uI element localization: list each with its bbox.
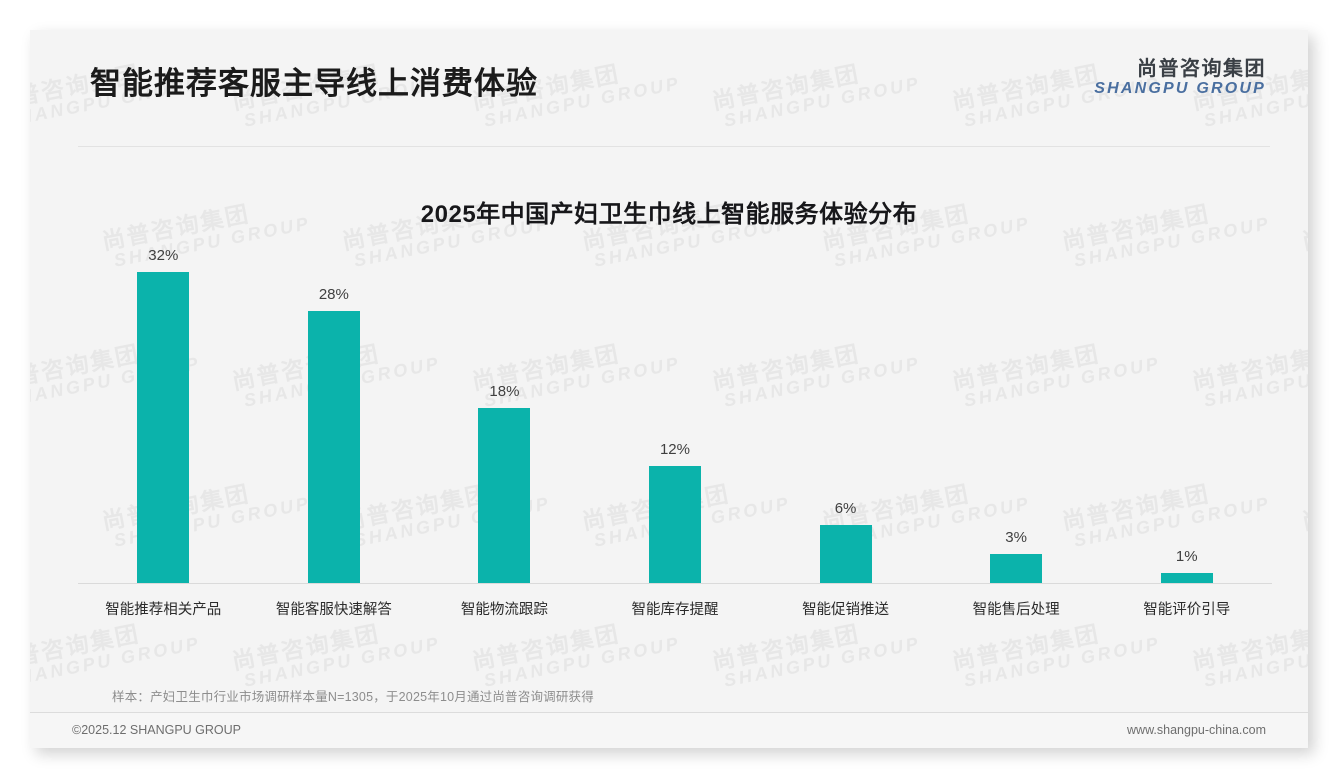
chart-title: 2025年中国产妇卫生巾线上智能服务体验分布: [420, 201, 918, 228]
bar-value-label: 1%: [1175, 548, 1198, 566]
bar-column: 28%: [249, 243, 420, 583]
bar[interactable]: [307, 311, 360, 583]
bar-value-label: 3%: [1005, 528, 1027, 546]
bar[interactable]: [990, 553, 1043, 583]
header-divider: [78, 146, 1270, 147]
bar-column: 1%: [1101, 243, 1272, 583]
x-axis-labels: 智能推荐相关产品 智能客服快速解答 智能物流跟踪 智能库存提醒 智能促销推送 智能售后处理…: [78, 584, 1272, 618]
slide-footer: ©2025.12 SHANGPU GROUP www.shangpu-china…: [30, 713, 1308, 748]
bar-value-label: 32%: [148, 247, 179, 265]
x-axis-category-label: 智能售后处理: [972, 602, 1060, 618]
x-axis-category-label: 智能促销推送: [802, 602, 890, 618]
x-axis-label-slot: 智能客服快速解答: [249, 584, 420, 618]
bar-column: 12%: [590, 243, 761, 583]
x-axis-label-slot: 智能库存提醒: [590, 584, 761, 618]
bar[interactable]: [819, 524, 872, 583]
x-axis-label-slot: 智能评价引导: [1101, 584, 1272, 618]
bar-chart-plot: 32% 28% 18% 12% 6% 3% 1%: [78, 244, 1272, 584]
slide-header: 智能推荐客服主导线上消费体验 尚普咨询集团 SHANGPU GROUP: [30, 30, 1308, 118]
x-axis-category-label: 智能推荐相关产品: [105, 602, 222, 618]
website-url: www.shangpu-china.com: [1127, 723, 1266, 737]
footer-divider: [30, 712, 1308, 713]
x-axis-line: [78, 583, 1272, 584]
x-axis-label-slot: 智能推荐相关产品: [78, 584, 249, 618]
x-axis-label-slot: 智能售后处理: [931, 584, 1102, 618]
x-axis-category-label: 智能客服快速解答: [275, 602, 392, 618]
bar-column: 18%: [419, 243, 590, 583]
x-axis-category-label: 智能评价引导: [1143, 602, 1231, 618]
bar-column: 3%: [931, 243, 1102, 583]
chart-area: 2025年中国产妇卫生巾线上智能服务体验分布 32% 28% 18% 12% 6% 3% 1…: [30, 158, 1308, 658]
x-axis-label-slot: 智能物流跟踪: [419, 584, 590, 618]
bar[interactable]: [648, 466, 701, 583]
sample-footnote: 样本：产妇卫生巾行业市场调研样本量N=1305，于2025年10月通过尚普咨询调…: [112, 690, 594, 704]
copyright-text: ©2025.12 SHANGPU GROUP: [72, 723, 241, 737]
page-title: 智能推荐客服主导线上消费体验: [90, 66, 538, 101]
bar-value-label: 12%: [659, 441, 690, 459]
bar-column: 6%: [760, 243, 931, 583]
brand-logo: 尚普咨询集团 SHANGPU GROUP: [1094, 58, 1266, 98]
x-axis-label-slot: 智能促销推送: [760, 584, 931, 618]
bar-value-label: 28%: [318, 286, 349, 303]
slide-card: 尚普咨询集团 SHANGPU GROUP 尚普咨询集团 SHANGPU GROUP 尚普…: [30, 30, 1308, 748]
brand-name-cn: 尚普咨询集团: [1137, 58, 1266, 80]
brand-name-en: SHANGPU GROUP: [1094, 80, 1266, 98]
bar-column: 32%: [78, 243, 249, 583]
bar[interactable]: [137, 272, 190, 583]
bar[interactable]: [478, 408, 531, 583]
bar-value-label: 6%: [834, 499, 857, 517]
x-axis-category-label: 智能库存提醒: [631, 602, 719, 618]
bar-value-label: 18%: [489, 383, 520, 401]
x-axis-category-label: 智能物流跟踪: [460, 602, 548, 618]
bar[interactable]: [1160, 573, 1213, 583]
